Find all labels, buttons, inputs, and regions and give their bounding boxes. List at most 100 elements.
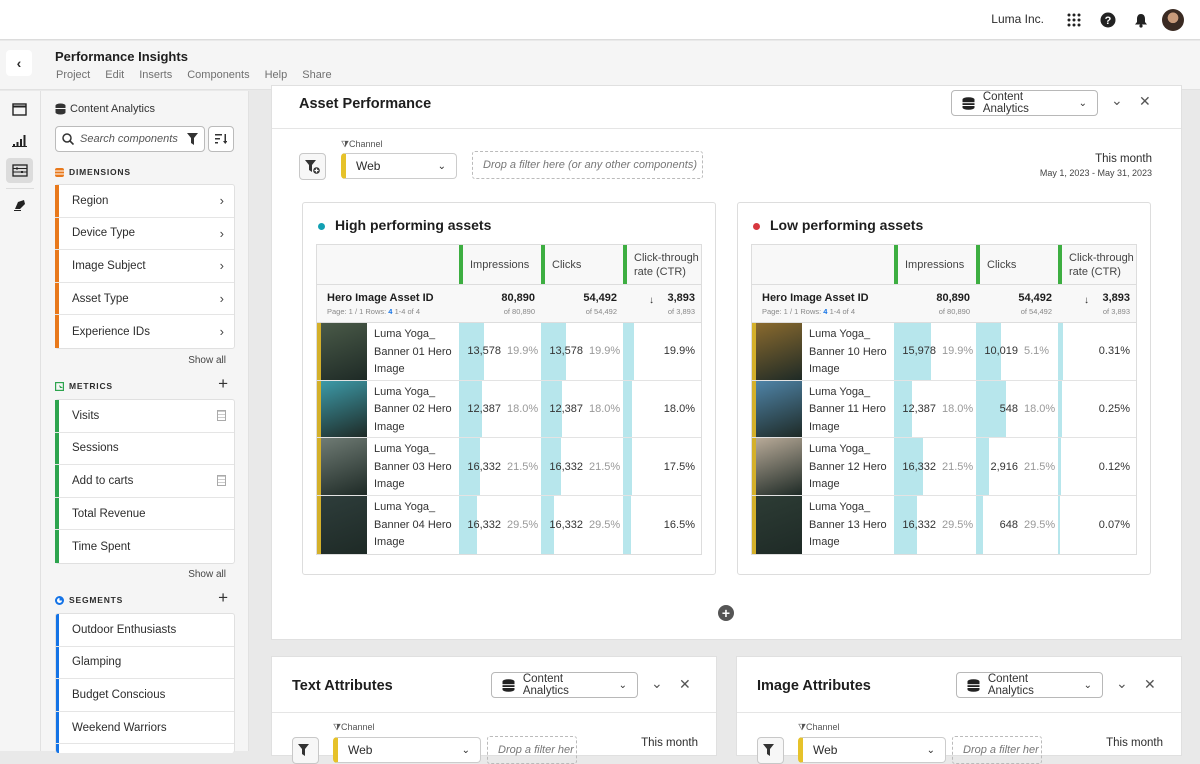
date-range[interactable]: This month	[641, 737, 698, 749]
dimension-item[interactable]: Image Subject ›	[55, 250, 234, 283]
column-header-impressions[interactable]: Impressions	[894, 245, 976, 284]
panels-icon[interactable]	[6, 97, 33, 122]
components-icon[interactable]	[6, 158, 33, 183]
segment-item[interactable]: Budget Conscious	[56, 679, 234, 712]
back-button[interactable]: ‹	[6, 50, 32, 76]
image-attributes-panel: Image Attributes Content Analytics ⌄ ⌄ ✕ …	[736, 656, 1182, 764]
segment-item[interactable]: Glamping	[56, 646, 234, 680]
sort-desc-icon[interactable]: ↓	[649, 295, 654, 306]
close-icon[interactable]: ✕	[679, 676, 691, 692]
table-row[interactable]: Luma Yoga_ Banner 04 Hero Image 16,332 29.…	[317, 496, 701, 554]
ctr-cell: 19.9%	[623, 323, 701, 380]
impressions-cell: 16,332 21.5%	[894, 438, 976, 496]
table-row[interactable]: Luma Yoga_ Banner 12 Hero Image 16,332 21.…	[752, 438, 1136, 497]
data-source-label[interactable]: Content Analytics	[55, 103, 155, 115]
channel-filter-dropdown[interactable]: Web ⌄	[798, 737, 946, 763]
segment-item[interactable]: Outdoor Enthusiasts	[56, 614, 234, 647]
menu-edit[interactable]: Edit	[105, 69, 125, 81]
database-icon	[55, 103, 66, 115]
datasource-picker[interactable]: Content Analytics ⌄	[951, 90, 1098, 116]
date-range[interactable]: This month	[1106, 737, 1163, 749]
filter-drop-zone[interactable]: Drop a filter her	[952, 736, 1042, 764]
channel-filter-dropdown[interactable]: Web ⌄	[341, 153, 457, 179]
dimension-item[interactable]: Asset Type ›	[55, 282, 234, 316]
bell-icon[interactable]	[1131, 10, 1151, 30]
menu-components[interactable]: Components	[187, 69, 250, 81]
metric-item[interactable]: Total Revenue	[55, 497, 234, 531]
avatar[interactable]	[1162, 9, 1184, 31]
chevron-right-icon[interactable]: ›	[219, 324, 224, 340]
dimension-item[interactable]: Experience IDs ›	[55, 315, 234, 348]
table-title: High performing assets	[335, 217, 492, 233]
metric-item[interactable]: Sessions	[55, 432, 234, 466]
chevron-right-icon[interactable]: ›	[219, 225, 224, 241]
filter-add-icon	[305, 159, 320, 174]
add-filter-button[interactable]	[299, 153, 326, 180]
table-row[interactable]: Luma Yoga_ Banner 13 Hero Image 16,332 29.…	[752, 496, 1136, 554]
metric-item[interactable]: Add to carts	[55, 465, 234, 498]
add-metric-icon[interactable]: +	[218, 374, 228, 393]
collapse-chevron-icon[interactable]: ⌄	[1116, 675, 1128, 691]
close-icon[interactable]: ✕	[1144, 676, 1156, 692]
segment-item[interactable]	[56, 744, 234, 753]
menu-inserts[interactable]: Inserts	[139, 69, 173, 81]
column-header-ctr[interactable]: Click-through rate (CTR)	[1058, 245, 1136, 284]
close-icon[interactable]: ✕	[1139, 93, 1151, 109]
sort-button[interactable]	[208, 126, 234, 152]
help-icon[interactable]: ?	[1098, 10, 1118, 30]
channel-filter-dropdown[interactable]: Web ⌄	[333, 737, 481, 763]
cleaner-icon[interactable]	[6, 192, 33, 217]
dimensions-show-all[interactable]: Show all	[188, 355, 226, 366]
column-header-impressions[interactable]: Impressions	[459, 245, 541, 284]
asset-thumbnail	[752, 438, 802, 496]
status-dot	[318, 223, 325, 230]
datasource-picker[interactable]: Content Analytics ⌄	[956, 672, 1103, 698]
datasource-picker[interactable]: Content Analytics ⌄	[491, 672, 638, 698]
table-row[interactable]: Luma Yoga_ Banner 03 Hero Image 16,332 21.…	[317, 438, 701, 497]
freeform-table: Impressions Clicks Click-through rate (C…	[751, 244, 1137, 555]
apps-grid-icon[interactable]	[1064, 10, 1084, 30]
filter-drop-zone[interactable]: Drop a filter here (or any other compone…	[472, 151, 703, 179]
impressions-cell: 15,978 19.9%	[894, 323, 976, 380]
table-row[interactable]: Luma Yoga_ Banner 01 Hero Image 13,578 19.…	[317, 323, 701, 381]
filter-add-icon	[298, 743, 309, 756]
chevron-right-icon[interactable]: ›	[219, 193, 224, 209]
chevron-down-icon: ⌄	[1078, 97, 1087, 109]
collapse-chevron-icon[interactable]: ⌄	[1111, 92, 1123, 108]
visualizations-icon[interactable]	[6, 128, 33, 153]
segment-item[interactable]: Weekend Warriors	[56, 711, 234, 745]
impressions-cell: 12,387 18.0%	[459, 380, 541, 438]
filter-drop-zone[interactable]: Drop a filter her	[487, 736, 577, 764]
column-header-clicks[interactable]: Clicks	[976, 245, 1058, 284]
column-header-ctr[interactable]: Click-through rate (CTR)	[623, 245, 701, 284]
sort-desc-icon[interactable]: ↓	[1084, 295, 1089, 306]
metric-item[interactable]: Visits	[55, 400, 234, 433]
date-range[interactable]: This month May 1, 2023 - May 31, 2023	[1039, 153, 1152, 178]
ctr-cell: 16.5%	[623, 496, 701, 554]
asset-name: Luma Yoga_ Banner 11 Hero Image	[809, 385, 886, 433]
collapse-chevron-icon[interactable]: ⌄	[651, 675, 663, 691]
impressions-cell: 16,332 29.5%	[894, 496, 976, 554]
chevron-right-icon[interactable]: ›	[219, 258, 224, 274]
search-components-input[interactable]: Search components	[55, 126, 205, 152]
org-name[interactable]: Luma Inc.	[991, 12, 1044, 26]
menu-help[interactable]: Help	[264, 69, 288, 81]
dimension-item[interactable]: Device Type ›	[55, 217, 234, 251]
column-header-clicks[interactable]: Clicks	[541, 245, 623, 284]
rail-divider	[6, 188, 34, 189]
metric-item[interactable]: Time Spent	[55, 530, 234, 563]
search-icon	[62, 133, 74, 145]
impressions-cell: 12,387 18.0%	[894, 380, 976, 438]
chevron-right-icon[interactable]: ›	[219, 291, 224, 307]
table-row[interactable]: Luma Yoga_ Banner 11 Hero Image 12,387 18.…	[752, 380, 1136, 439]
table-row[interactable]: Luma Yoga_ Banner 02 Hero Image 12,387 18.…	[317, 380, 701, 439]
asset-name: Luma Yoga_ Banner 13 Hero Image	[809, 501, 887, 549]
dimension-item[interactable]: Region ›	[55, 185, 234, 218]
add-segment-icon[interactable]: +	[218, 588, 228, 607]
table-row[interactable]: Luma Yoga_ Banner 10 Hero Image 15,978 19.…	[752, 323, 1136, 381]
metrics-list: Visits Sessions Add to carts Total Reven…	[55, 399, 235, 564]
add-panel-button[interactable]: +	[718, 605, 734, 621]
metrics-show-all[interactable]: Show all	[188, 569, 226, 580]
menu-project[interactable]: Project	[56, 69, 91, 81]
menu-share[interactable]: Share	[302, 69, 332, 81]
